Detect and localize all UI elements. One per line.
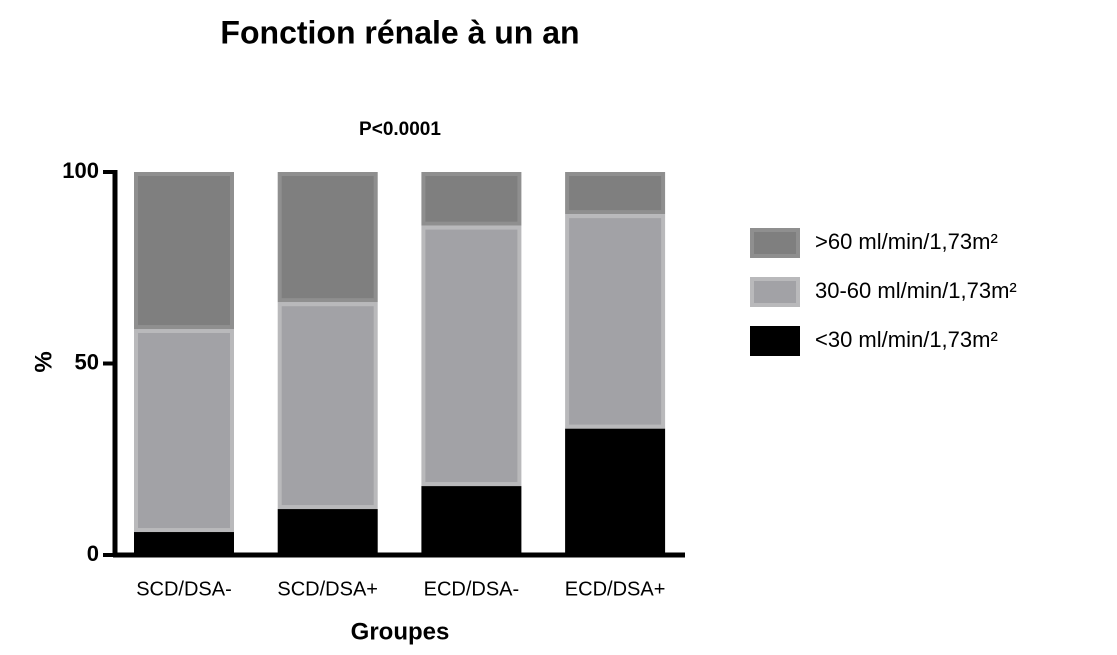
annotation: P<0.0001 (359, 119, 441, 140)
x-tick-label: SCD/DSA+ (277, 578, 378, 600)
bar-segment (277, 172, 378, 303)
y-tick-label: 0 (87, 541, 99, 566)
legend-swatch (750, 326, 800, 356)
legend-label: >60 ml/min/1,73m² (815, 229, 998, 254)
bar-segment (421, 486, 522, 555)
bar-segment (565, 428, 666, 555)
legend-swatch (750, 228, 800, 258)
bar-segment (421, 172, 522, 226)
y-tick-label: 100 (62, 158, 99, 183)
legend-swatch (750, 277, 800, 307)
bar-segment (565, 172, 666, 215)
x-tick-label: ECD/DSA- (424, 578, 520, 600)
bar-segment (134, 172, 234, 330)
y-axis-label: % (30, 351, 57, 372)
y-tick-label: 50 (75, 349, 99, 374)
bar-segment (277, 302, 378, 510)
x-axis-label: Groupes (351, 618, 450, 645)
legend-label: 30-60 ml/min/1,73m² (815, 278, 1017, 303)
bar-segment (134, 329, 234, 533)
bar-segment (134, 532, 234, 556)
chart-title: Fonction rénale à un an (220, 14, 579, 50)
x-tick-label: ECD/DSA+ (565, 578, 666, 600)
x-tick-label: SCD/DSA- (136, 578, 232, 600)
bar-segment (565, 214, 666, 429)
bar-segment (277, 509, 378, 556)
bar-segment (421, 225, 522, 487)
legend-label: <30 ml/min/1,73m² (815, 327, 998, 352)
